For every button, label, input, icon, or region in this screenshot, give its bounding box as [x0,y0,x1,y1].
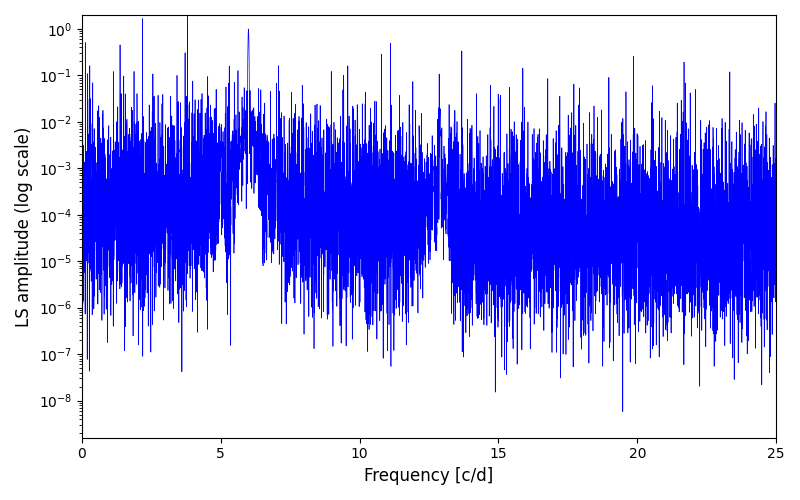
Y-axis label: LS amplitude (log scale): LS amplitude (log scale) [15,126,33,326]
X-axis label: Frequency [c/d]: Frequency [c/d] [364,467,494,485]
